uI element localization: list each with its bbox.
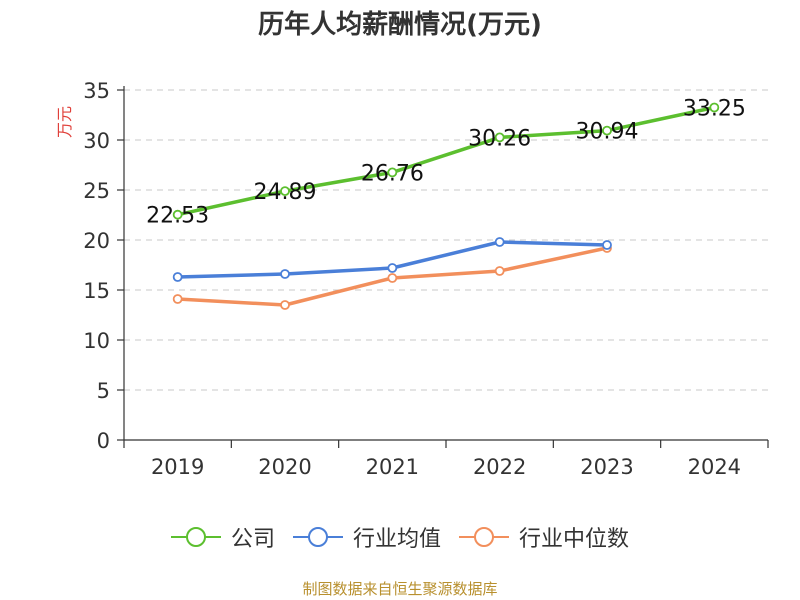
data-label-2019: 22.53 [146, 204, 209, 229]
data-label-2020: 24.89 [254, 180, 317, 205]
y-tick-label: 35 [83, 79, 110, 103]
legend-label-industry-mean: 行业均值 [352, 527, 441, 552]
data-point-s2-2021 [387, 273, 398, 283]
legend-marker-company-icon [170, 527, 221, 547]
data-point-s1-2019 [172, 272, 183, 282]
x-tick-label-2023: 2023 [580, 455, 633, 479]
data-point-s0-2021 [387, 167, 398, 178]
y-tick-label: 0 [97, 429, 110, 453]
data-label-2024: 33.25 [683, 97, 746, 122]
y-tick-label: 5 [97, 379, 110, 403]
data-point-s0-2023 [602, 125, 612, 136]
legend-label-industry-median: 行业中位数 [519, 527, 630, 552]
legend: 公司 行业均值 行业中位数 [0, 520, 800, 554]
data-label-2021: 26.76 [361, 161, 424, 186]
legend-item-industry-mean[interactable]: 行业均值 [292, 521, 441, 553]
data-point-s2-2019 [172, 294, 183, 304]
legend-label-company: 公司 [230, 527, 275, 552]
y-tick-label: 25 [83, 179, 110, 203]
data-point-s0-2020 [280, 186, 290, 197]
data-point-s2-2020 [280, 300, 290, 310]
legend-item-company[interactable]: 公司 [170, 521, 275, 553]
data-label-2023: 30.94 [576, 120, 639, 145]
legend-marker-industry-mean-icon [292, 527, 343, 547]
data-point-s1-2022 [494, 237, 505, 247]
data-point-s0-2024 [709, 102, 720, 113]
data-point-s1-2023 [602, 240, 612, 250]
x-tick-label-2022: 2022 [473, 455, 526, 479]
chart-title: 历年人均薪酬情况(万元) [258, 10, 542, 40]
data-label-2022: 30.26 [468, 126, 531, 151]
y-tick-label: 20 [83, 229, 110, 253]
y-tick-label: 30 [83, 129, 110, 153]
data-point-s0-2022 [494, 132, 505, 143]
x-tick-label-2021: 2021 [366, 455, 419, 479]
x-tick-label-2019: 2019 [151, 455, 204, 479]
data-point-s1-2021 [387, 263, 398, 273]
data-point-s2-2022 [494, 266, 505, 276]
y-axis-label: 万元 [55, 106, 74, 138]
data-point-s0-2019 [172, 209, 183, 220]
legend-item-industry-median[interactable]: 行业中位数 [459, 521, 629, 553]
x-tick-label-2020: 2020 [258, 455, 311, 479]
series-line-0 [177, 105, 715, 217]
source-footer: 制图数据来自恒生聚源数据库 [302, 580, 498, 598]
x-tick-label-2024: 2024 [688, 455, 741, 479]
legend-marker-industry-median-icon [459, 527, 509, 547]
y-tick-label: 15 [83, 279, 110, 303]
y-tick-label: 10 [83, 329, 110, 353]
data-point-s1-2020 [280, 269, 290, 279]
